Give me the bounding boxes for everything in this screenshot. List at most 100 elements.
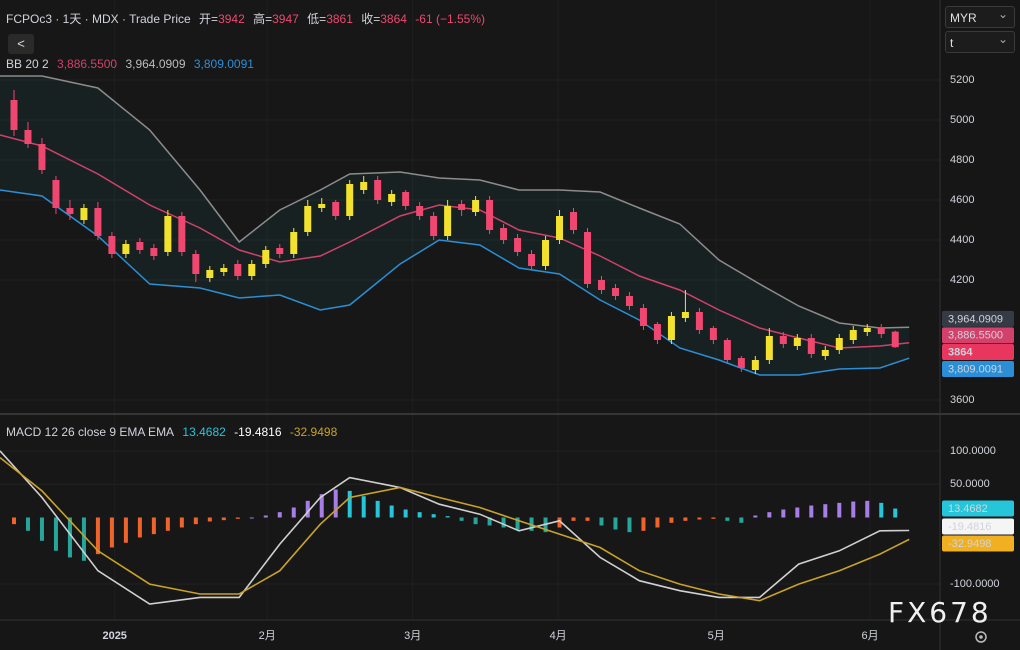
macd-hist-value: 13.4682 [182,425,225,439]
candle-body [584,232,591,284]
histogram-bar [753,516,757,518]
candle-body [696,312,703,330]
histogram-bar [599,518,603,526]
y-tick-label: 4200 [950,274,974,286]
candle-body [122,244,129,254]
histogram-bar [404,510,408,518]
candle-body [304,206,311,232]
candle-body [724,340,731,360]
histogram-bar [250,518,254,519]
candle-body [808,338,815,354]
candle-body [780,336,787,344]
candle-body [38,144,45,170]
gear-hub [979,635,983,639]
histogram-bar [348,491,352,518]
symbol: FCPOc3 · 1天 · MDX · Trade Price [6,12,191,26]
histogram-bar [474,518,478,525]
histogram-bar [432,514,436,517]
y-tick-label: 4600 [950,194,974,206]
candle-body [52,180,59,208]
histogram-bar [334,490,338,518]
y-tick-label: 5000 [950,114,974,126]
candle-body [654,324,661,340]
candle-body [178,216,185,252]
low-label: 低= [307,12,326,26]
signal-value: -32.9498 [290,425,337,439]
histogram-bar [767,512,771,517]
candle-body [220,268,227,272]
histogram-bar [376,501,380,518]
close-label: 收= [361,12,380,26]
histogram-bar [278,512,282,517]
histogram-bar [194,518,198,525]
price-badge-label: 3,809.0091 [948,363,1003,375]
candle-body [668,316,675,340]
histogram-bar [362,496,366,517]
candle-body [444,206,451,236]
candle-body [626,296,633,306]
candle-body [192,254,199,274]
back-button[interactable]: < [8,34,34,54]
macd-title: MACD 12 26 close 9 EMA EMA [6,425,174,439]
candle-body [486,200,493,230]
bb-upper: 3,964.0909 [125,57,185,71]
candle-body [794,338,801,346]
candle-body [24,130,31,144]
currency-select[interactable]: MYR [945,6,1015,28]
histogram-bar [166,518,170,531]
histogram-bar [781,510,785,518]
histogram-bar [138,518,142,538]
candle-body [276,248,283,254]
close-value: 3864 [380,12,407,26]
candle-body [164,216,171,252]
y-tick-label: 4400 [950,234,974,246]
candle-body [430,216,437,236]
bb-legend: BB 20 2 3,886.5500 3,964.0909 3,809.0091 [6,57,259,71]
candle-body [248,264,255,276]
candle-body [612,288,619,296]
x-tick-label: 6月 [861,630,878,642]
histogram-bar [222,518,226,521]
histogram-bar [627,518,631,533]
histogram-bar [739,518,743,523]
y-tick-label: 50.0000 [950,478,990,490]
histogram-bar [446,516,450,517]
candle-body [836,338,843,350]
histogram-bar [865,501,869,518]
candle-body [514,238,521,252]
high-value: 3947 [272,12,299,26]
histogram-bar [669,518,673,523]
candle-body [850,330,857,340]
candle-body [108,236,115,254]
histogram-bar [390,506,394,518]
bb-basis: 3,886.5500 [57,57,117,71]
macd-value: -19.4816 [234,425,281,439]
settings-button[interactable] [976,632,986,642]
logo: FX678 [888,596,992,629]
option-select[interactable]: t [945,31,1015,53]
candle-body [682,312,689,318]
y-tick-label: 5200 [950,74,974,86]
x-tick-label: 2月 [259,630,276,642]
histogram-bar [711,518,715,519]
histogram-bar [572,518,576,521]
histogram-bar [795,508,799,518]
histogram-bar [236,518,240,519]
candle-body [458,204,465,210]
histogram-bar [823,504,827,517]
candle-body [570,212,577,230]
candle-body [66,208,73,214]
change: -61 (−1.55%) [415,12,485,26]
bb-lower: 3,809.0091 [194,57,254,71]
x-tick-label: 4月 [550,630,567,642]
candle-body [822,350,829,356]
open-label: 开= [199,12,218,26]
histogram-bar [851,502,855,518]
candle-body [766,336,773,360]
candle-body [640,308,647,326]
histogram-bar [655,518,659,528]
x-tick-label: 2025 [102,630,126,642]
candle-body [388,194,395,202]
candle-body [598,280,605,290]
